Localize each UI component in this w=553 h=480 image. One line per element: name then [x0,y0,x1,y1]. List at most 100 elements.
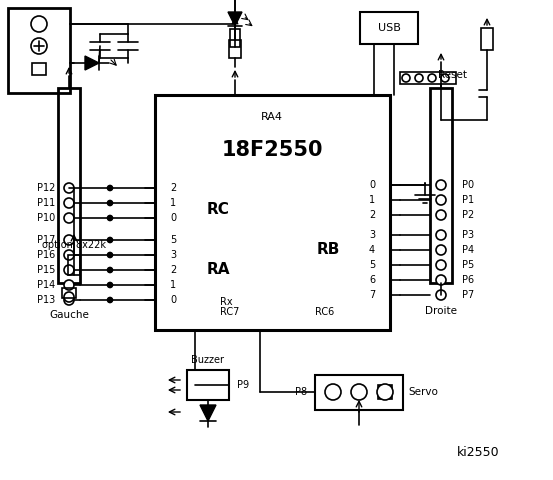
Text: P7: P7 [462,290,474,300]
Text: Droite: Droite [425,306,457,316]
Circle shape [64,280,74,290]
Circle shape [436,210,446,220]
Text: 5: 5 [369,260,375,270]
Text: RC7: RC7 [220,307,239,317]
Text: RA: RA [207,263,231,277]
Text: P1: P1 [462,195,474,205]
Circle shape [64,295,74,305]
Circle shape [107,283,112,288]
Bar [360,12,418,44]
Text: P0: P0 [462,180,474,190]
Text: Rx: Rx [220,297,233,307]
Text: P11: P11 [37,198,55,208]
Circle shape [107,267,112,273]
Text: P2: P2 [462,210,474,220]
Text: Gauche: Gauche [49,310,89,320]
Text: 1: 1 [369,195,375,205]
Text: Buzzer: Buzzer [191,355,225,365]
Text: P3: P3 [462,230,474,240]
Text: 0: 0 [170,295,176,305]
Circle shape [436,230,446,240]
Text: ki2550: ki2550 [457,445,499,458]
Circle shape [351,384,367,400]
Text: P15: P15 [37,265,55,275]
Circle shape [64,183,74,193]
Text: Servo: Servo [408,387,438,397]
Circle shape [64,198,74,208]
Circle shape [64,292,74,302]
Text: P14: P14 [37,280,55,290]
Text: 0: 0 [369,180,375,190]
Polygon shape [85,56,99,70]
Circle shape [64,265,74,275]
Circle shape [436,260,446,270]
Text: P6: P6 [462,275,474,285]
Circle shape [436,180,446,190]
Circle shape [402,74,410,82]
Circle shape [107,216,112,220]
Circle shape [107,201,112,205]
Text: RC6: RC6 [315,307,334,317]
Circle shape [325,384,341,400]
Text: RC: RC [207,203,230,217]
Text: P5: P5 [462,260,474,270]
Text: P4: P4 [462,245,474,255]
Text: P9: P9 [237,380,249,390]
Bar [187,370,229,400]
Circle shape [64,213,74,223]
Circle shape [377,384,393,400]
Text: 7: 7 [369,290,375,300]
Text: 3: 3 [170,250,176,260]
Circle shape [64,250,74,260]
Circle shape [436,245,446,255]
Text: 2: 2 [170,183,176,193]
Bar [8,8,70,93]
Circle shape [415,74,423,82]
Text: 18F2550: 18F2550 [221,140,323,160]
Text: 2: 2 [369,210,375,220]
Text: 2: 2 [170,265,176,275]
Bar [32,63,46,75]
Text: P13: P13 [37,295,55,305]
Bar [62,288,76,298]
Text: 6: 6 [369,275,375,285]
Text: USB: USB [378,23,400,33]
Text: P12: P12 [37,183,55,193]
Circle shape [107,185,112,191]
Bar [400,72,456,84]
Bar [58,88,80,283]
Text: 5: 5 [170,235,176,245]
Bar [230,29,240,47]
Text: P8: P8 [295,387,307,397]
Text: P16: P16 [37,250,55,260]
Text: P17: P17 [37,235,55,245]
Circle shape [64,235,74,245]
Bar [155,95,390,330]
Circle shape [31,38,47,54]
Text: 1: 1 [170,198,176,208]
Circle shape [428,74,436,82]
Circle shape [436,290,446,300]
Text: 0: 0 [170,213,176,223]
Circle shape [107,238,112,242]
Circle shape [436,195,446,205]
Bar [481,28,493,50]
Bar [229,40,241,58]
Bar [68,255,80,275]
Text: option 8x22k: option 8x22k [42,240,106,250]
Circle shape [107,252,112,257]
Circle shape [436,275,446,285]
Text: RB: RB [317,242,340,257]
Bar [378,385,392,399]
Text: Reset: Reset [438,70,467,80]
Polygon shape [228,12,242,26]
Text: 3: 3 [369,230,375,240]
Text: 1: 1 [170,280,176,290]
Bar [315,375,403,410]
Text: P10: P10 [37,213,55,223]
Polygon shape [200,405,216,421]
Circle shape [107,298,112,302]
Circle shape [441,74,449,82]
Text: 4: 4 [369,245,375,255]
Text: RA4: RA4 [261,112,283,122]
